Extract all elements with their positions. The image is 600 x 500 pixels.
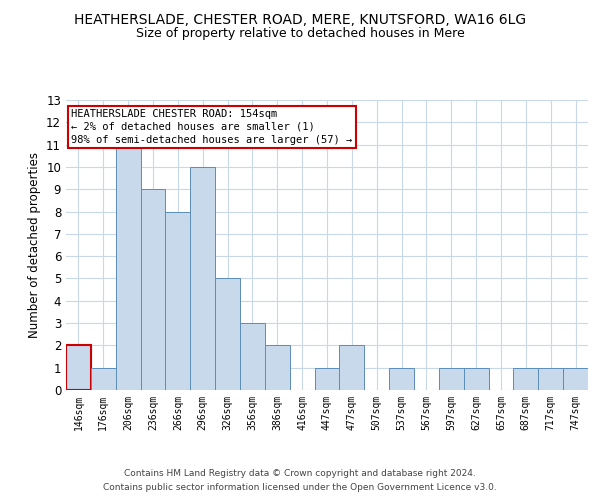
Bar xyxy=(66,346,91,390)
Bar xyxy=(464,368,488,390)
Bar xyxy=(340,346,364,390)
Bar xyxy=(389,368,414,390)
Bar xyxy=(140,189,166,390)
Text: Contains HM Land Registry data © Crown copyright and database right 2024.: Contains HM Land Registry data © Crown c… xyxy=(124,468,476,477)
Bar xyxy=(538,368,563,390)
Text: HEATHERSLADE CHESTER ROAD: 154sqm
← 2% of detached houses are smaller (1)
98% of: HEATHERSLADE CHESTER ROAD: 154sqm ← 2% o… xyxy=(71,108,352,145)
Text: HEATHERSLADE, CHESTER ROAD, MERE, KNUTSFORD, WA16 6LG: HEATHERSLADE, CHESTER ROAD, MERE, KNUTSF… xyxy=(74,12,526,26)
Y-axis label: Number of detached properties: Number of detached properties xyxy=(28,152,41,338)
Bar xyxy=(190,167,215,390)
Bar xyxy=(265,346,290,390)
Text: Contains public sector information licensed under the Open Government Licence v3: Contains public sector information licen… xyxy=(103,484,497,492)
Bar xyxy=(240,323,265,390)
Bar xyxy=(314,368,340,390)
Bar xyxy=(116,144,140,390)
Bar xyxy=(91,368,116,390)
Bar xyxy=(514,368,538,390)
Bar xyxy=(215,278,240,390)
Text: Size of property relative to detached houses in Mere: Size of property relative to detached ho… xyxy=(136,28,464,40)
Bar xyxy=(166,212,190,390)
Bar xyxy=(563,368,588,390)
Bar xyxy=(439,368,464,390)
